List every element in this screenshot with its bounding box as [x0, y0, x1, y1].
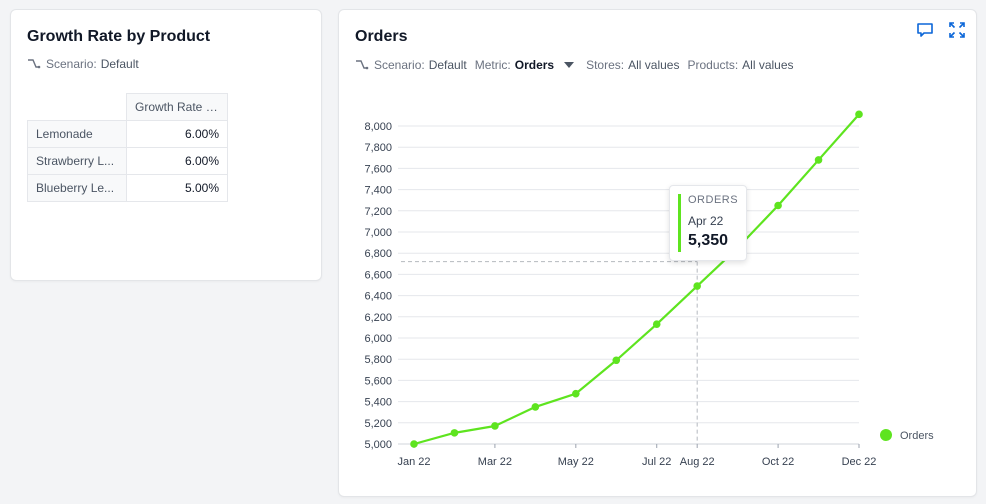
column-header[interactable]: Growth Rate o... — [127, 94, 228, 121]
tooltip-series: ORDERS — [688, 194, 738, 206]
table-corner — [28, 94, 127, 121]
y-tick-label: 5,000 — [364, 439, 392, 451]
data-point — [572, 390, 580, 398]
y-tick-label: 6,600 — [364, 269, 392, 281]
x-tick-label: Mar 22 — [478, 456, 512, 468]
table-row: Blueberry Le... 5.00% — [28, 175, 228, 202]
y-tick-label: 6,400 — [364, 291, 392, 303]
table-row: Lemonade 6.00% — [28, 121, 228, 148]
x-tick-label: Jan 22 — [397, 456, 430, 468]
y-tick-label: 7,600 — [364, 163, 392, 175]
row-label: Blueberry Le... — [28, 175, 127, 202]
data-point — [612, 356, 620, 364]
tooltip-series-bar — [678, 194, 681, 252]
y-tick-label: 6,800 — [364, 248, 392, 260]
y-tick-label: 7,400 — [364, 185, 392, 197]
orders-card: Orders Scenario: Default Metric: Orders … — [338, 9, 977, 497]
y-tick-label: 8,000 — [364, 121, 392, 133]
growth-rate-card: Growth Rate by Product Scenario: Default… — [10, 9, 322, 281]
y-tick-label: 6,000 — [364, 333, 392, 345]
row-value[interactable]: 6.00% — [127, 121, 228, 148]
row-label: Lemonade — [28, 121, 127, 148]
row-value[interactable]: 5.00% — [127, 175, 228, 202]
y-tick-label: 7,200 — [364, 206, 392, 218]
scenario-icon — [27, 58, 41, 70]
tooltip-date: Apr 22 — [688, 214, 723, 228]
orders-line-chart: 5,000 5,200 5,400 5,600 5,800 6,000 6,200 6,400… — [339, 10, 976, 496]
y-tick-label: 5,200 — [364, 418, 392, 430]
scenario-filter[interactable]: Scenario: Default — [27, 57, 147, 71]
y-tick-label: 5,600 — [364, 375, 392, 387]
legend-label: Orders — [900, 430, 934, 442]
table-row: Strawberry L... 6.00% — [28, 148, 228, 175]
x-tick-label: Jul 22 — [642, 456, 671, 468]
y-tick-label: 7,800 — [364, 142, 392, 154]
y-tick-label: 6,200 — [364, 312, 392, 324]
x-tick-label: Oct 22 — [762, 456, 794, 468]
scenario-label: Scenario: — [46, 57, 97, 71]
data-point — [451, 429, 459, 437]
data-point — [653, 320, 661, 328]
card-title: Growth Rate by Product — [27, 28, 210, 46]
tooltip-value: 5,350 — [688, 232, 728, 250]
y-tick-label: 7,000 — [364, 227, 392, 239]
row-value[interactable]: 6.00% — [127, 148, 228, 175]
data-point — [855, 111, 863, 119]
y-tick-label: 5,400 — [364, 397, 392, 409]
series-line — [414, 114, 859, 444]
legend-marker — [880, 429, 892, 441]
data-point — [774, 202, 782, 210]
x-tick-label: Dec 22 — [842, 456, 877, 468]
row-label: Strawberry L... — [28, 148, 127, 175]
data-point — [410, 440, 418, 448]
x-tick-label: May 22 — [558, 456, 594, 468]
scenario-value: Default — [101, 57, 139, 71]
growth-rate-table: Growth Rate o... Lemonade 6.00% Strawber… — [27, 93, 228, 202]
data-point — [491, 422, 499, 430]
chart-tooltip: ORDERS Apr 22 5,350 — [669, 185, 747, 261]
y-tick-label: 5,800 — [364, 354, 392, 366]
data-point — [532, 403, 540, 411]
data-point — [815, 156, 823, 164]
data-point — [693, 282, 701, 290]
x-tick-label: Aug 22 — [680, 456, 715, 468]
